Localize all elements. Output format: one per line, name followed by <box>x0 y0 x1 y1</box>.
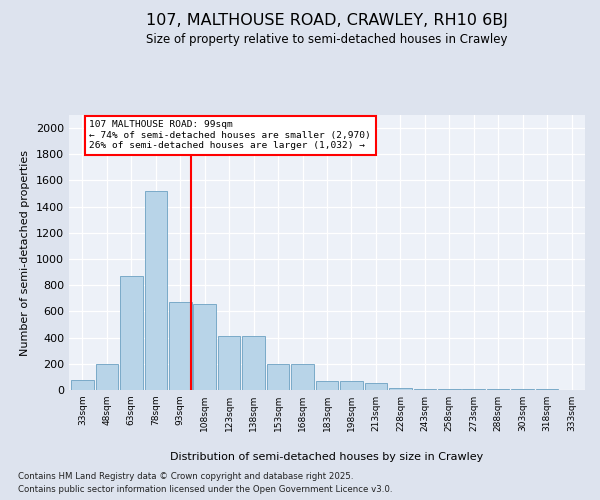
Bar <box>316 381 338 390</box>
Y-axis label: Number of semi-detached properties: Number of semi-detached properties <box>20 150 31 356</box>
Text: Size of property relative to semi-detached houses in Crawley: Size of property relative to semi-detach… <box>146 32 508 46</box>
Bar <box>145 191 167 390</box>
Bar <box>267 364 289 390</box>
Bar <box>291 364 314 390</box>
Text: 107 MALTHOUSE ROAD: 99sqm
← 74% of semi-detached houses are smaller (2,970)
26% : 107 MALTHOUSE ROAD: 99sqm ← 74% of semi-… <box>89 120 371 150</box>
Bar <box>71 380 94 390</box>
Bar <box>218 336 241 390</box>
Text: Contains HM Land Registry data © Crown copyright and database right 2025.: Contains HM Land Registry data © Crown c… <box>18 472 353 481</box>
Bar <box>169 302 191 390</box>
Bar <box>95 364 118 390</box>
Bar <box>389 388 412 390</box>
Text: 107, MALTHOUSE ROAD, CRAWLEY, RH10 6BJ: 107, MALTHOUSE ROAD, CRAWLEY, RH10 6BJ <box>146 12 508 28</box>
Bar <box>120 276 143 390</box>
Text: Contains public sector information licensed under the Open Government Licence v3: Contains public sector information licen… <box>18 485 392 494</box>
Bar <box>340 382 363 390</box>
Bar <box>365 384 387 390</box>
Bar <box>193 304 216 390</box>
Bar <box>242 336 265 390</box>
Text: Distribution of semi-detached houses by size in Crawley: Distribution of semi-detached houses by … <box>170 452 484 462</box>
